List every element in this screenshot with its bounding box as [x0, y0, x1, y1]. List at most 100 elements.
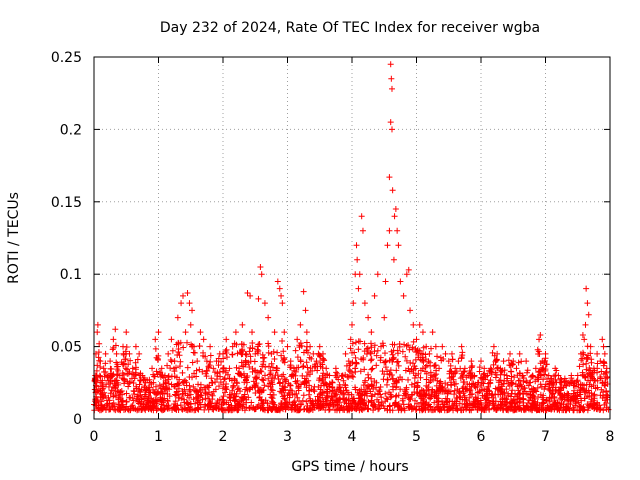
background-point [243, 384, 250, 391]
background-point [526, 397, 533, 404]
background-point [191, 370, 198, 377]
background-point [412, 365, 419, 372]
background-point [125, 407, 132, 414]
background-point [484, 399, 491, 406]
data-point [323, 365, 330, 372]
background-point [368, 375, 375, 382]
background-point [365, 348, 372, 355]
data-point [96, 340, 103, 347]
background-point [202, 389, 209, 396]
background-point [551, 395, 558, 402]
background-point [517, 381, 524, 388]
background-point [287, 364, 294, 371]
data-point [354, 256, 361, 263]
data-point [436, 365, 443, 372]
background-point [289, 372, 296, 379]
background-point [393, 367, 400, 374]
background-point [277, 388, 284, 395]
background-point [212, 386, 219, 393]
background-point [112, 377, 119, 384]
data-point [388, 85, 395, 92]
data-point [371, 292, 378, 299]
background-point [397, 386, 404, 393]
background-point [597, 374, 604, 381]
background-point [373, 362, 380, 369]
data-point [389, 187, 396, 194]
data-point [103, 372, 110, 379]
data-point [503, 372, 510, 379]
background-point [529, 397, 536, 404]
data-point [284, 343, 291, 350]
data-point [236, 365, 243, 372]
data-point [391, 213, 398, 220]
background-point [281, 396, 288, 403]
background-point [191, 387, 198, 394]
background-point [322, 374, 329, 381]
data-point [189, 307, 196, 314]
background-point [477, 382, 484, 389]
background-point [297, 340, 304, 347]
data-point [255, 295, 262, 302]
data-point [545, 372, 552, 379]
background-point [348, 373, 355, 380]
background-point [317, 363, 324, 370]
background-point [334, 402, 341, 409]
background-point [362, 389, 369, 396]
background-point [365, 398, 372, 405]
background-point [131, 391, 138, 398]
data-point [359, 227, 366, 234]
background-point [261, 382, 268, 389]
background-point [106, 400, 113, 407]
background-point [388, 348, 395, 355]
background-point [586, 394, 593, 401]
background-point [193, 394, 200, 401]
background-point [177, 358, 184, 365]
background-point [128, 375, 135, 382]
background-point [164, 398, 171, 405]
background-point [223, 349, 230, 356]
background-point [576, 363, 583, 370]
background-point [381, 371, 388, 378]
data-point [102, 350, 109, 357]
background-point [265, 343, 272, 350]
data-point [542, 350, 549, 357]
background-point [292, 347, 299, 354]
data-point [332, 365, 339, 372]
data-point [194, 358, 201, 365]
data-point [258, 271, 265, 278]
background-point [469, 390, 476, 397]
background-point [269, 364, 276, 371]
background-point [326, 406, 333, 413]
background-point [413, 406, 420, 413]
background-point [576, 403, 583, 410]
background-point [452, 398, 459, 405]
background-point [391, 380, 398, 387]
background-point [462, 385, 469, 392]
x-axis-label: GPS time / hours [291, 459, 408, 475]
background-point [109, 372, 116, 379]
data-point [471, 372, 478, 379]
data-point [139, 372, 146, 379]
data-point [94, 329, 101, 336]
background-point [223, 354, 230, 361]
background-point [593, 406, 600, 413]
background-point [395, 362, 402, 369]
background-point [382, 364, 389, 371]
data-point [395, 242, 402, 249]
background-point [289, 391, 296, 398]
data-point [519, 372, 526, 379]
background-point [394, 347, 401, 354]
data-point [432, 343, 439, 350]
background-point [570, 382, 577, 389]
background-point [532, 378, 539, 385]
background-point [316, 402, 323, 409]
data-point [529, 372, 536, 379]
background-point [193, 373, 200, 380]
background-point [216, 396, 223, 403]
background-point [389, 351, 396, 358]
background-point [402, 390, 409, 397]
data-point [294, 336, 301, 343]
background-point [203, 373, 210, 380]
background-point [105, 394, 112, 401]
background-point [232, 393, 239, 400]
